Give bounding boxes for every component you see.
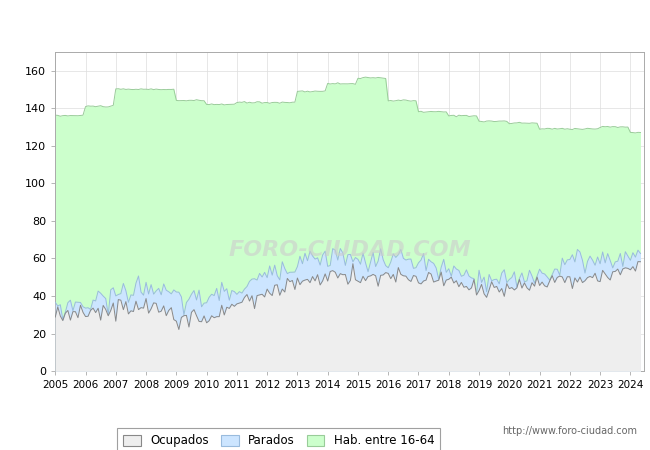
Text: Robliza de Cojos - Evolucion de la poblacion en edad de Trabajar Mayo de 2024: Robliza de Cojos - Evolucion de la pobla… — [76, 17, 574, 30]
Text: FORO-CIUDAD.COM: FORO-CIUDAD.COM — [228, 240, 471, 260]
Text: http://www.foro-ciudad.com: http://www.foro-ciudad.com — [502, 427, 637, 436]
Legend: Ocupados, Parados, Hab. entre 16-64: Ocupados, Parados, Hab. entre 16-64 — [118, 428, 440, 450]
